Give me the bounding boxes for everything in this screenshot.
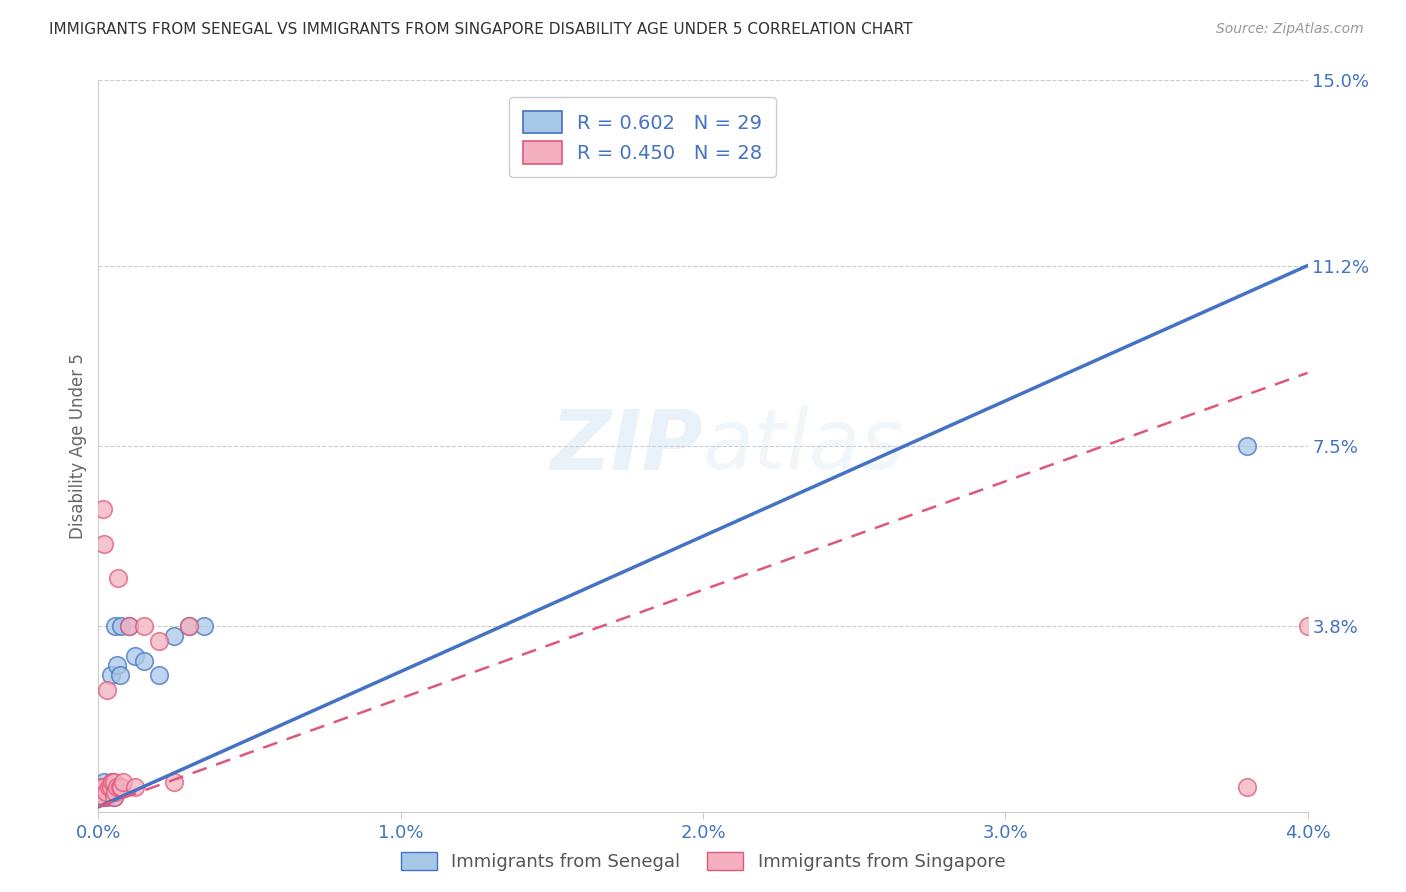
- Point: [94, 785, 117, 799]
- Point: [96, 790, 118, 805]
- Point: [107, 571, 129, 585]
- Point: [103, 790, 125, 805]
- Point: [100, 780, 122, 795]
- Point: [1236, 780, 1258, 795]
- Point: [89, 780, 111, 795]
- Point: [101, 775, 124, 789]
- Point: [124, 780, 146, 795]
- Point: [90, 790, 112, 805]
- Legend: R = 0.602   N = 29, R = 0.450   N = 28: R = 0.602 N = 29, R = 0.450 N = 28: [509, 97, 776, 178]
- Point: [104, 785, 127, 799]
- Point: [96, 682, 118, 697]
- Point: [94, 780, 117, 795]
- Point: [163, 629, 186, 643]
- Text: Source: ZipAtlas.com: Source: ZipAtlas.com: [1216, 22, 1364, 37]
- Point: [89, 790, 111, 805]
- Point: [163, 775, 186, 789]
- Y-axis label: Disability Age Under 5: Disability Age Under 5: [69, 353, 87, 539]
- Point: [105, 780, 128, 795]
- Point: [111, 775, 134, 789]
- Point: [100, 668, 122, 682]
- Point: [98, 780, 121, 795]
- Point: [179, 619, 201, 633]
- Point: [100, 780, 122, 795]
- Point: [118, 619, 141, 633]
- Point: [104, 619, 127, 633]
- Point: [1236, 439, 1258, 453]
- Point: [148, 668, 170, 682]
- Text: IMMIGRANTS FROM SENEGAL VS IMMIGRANTS FROM SINGAPORE DISABILITY AGE UNDER 5 CORR: IMMIGRANTS FROM SENEGAL VS IMMIGRANTS FR…: [49, 22, 912, 37]
- Point: [103, 780, 125, 795]
- Point: [105, 658, 128, 673]
- Point: [101, 775, 124, 789]
- Point: [110, 619, 132, 633]
- Point: [91, 780, 114, 795]
- Point: [91, 785, 114, 799]
- Text: ZIP: ZIP: [550, 406, 703, 486]
- Point: [108, 780, 131, 795]
- Point: [1296, 619, 1319, 633]
- Point: [91, 502, 114, 516]
- Point: [93, 775, 115, 789]
- Point: [118, 619, 141, 633]
- Point: [132, 619, 155, 633]
- Point: [90, 780, 112, 795]
- Point: [96, 785, 118, 799]
- Point: [98, 785, 121, 799]
- Point: [93, 536, 115, 550]
- Point: [124, 648, 146, 663]
- Point: [132, 654, 155, 668]
- Point: [93, 790, 115, 805]
- Point: [179, 619, 201, 633]
- Point: [148, 634, 170, 648]
- Point: [108, 668, 131, 682]
- Point: [90, 780, 112, 795]
- Point: [103, 790, 125, 805]
- Point: [107, 780, 129, 795]
- Point: [110, 780, 132, 795]
- Point: [193, 619, 215, 633]
- Point: [91, 790, 114, 805]
- Point: [93, 785, 115, 799]
- Point: [90, 790, 112, 805]
- Legend: Immigrants from Senegal, Immigrants from Singapore: Immigrants from Senegal, Immigrants from…: [394, 845, 1012, 879]
- Point: [103, 775, 125, 789]
- Text: atlas: atlas: [703, 406, 904, 486]
